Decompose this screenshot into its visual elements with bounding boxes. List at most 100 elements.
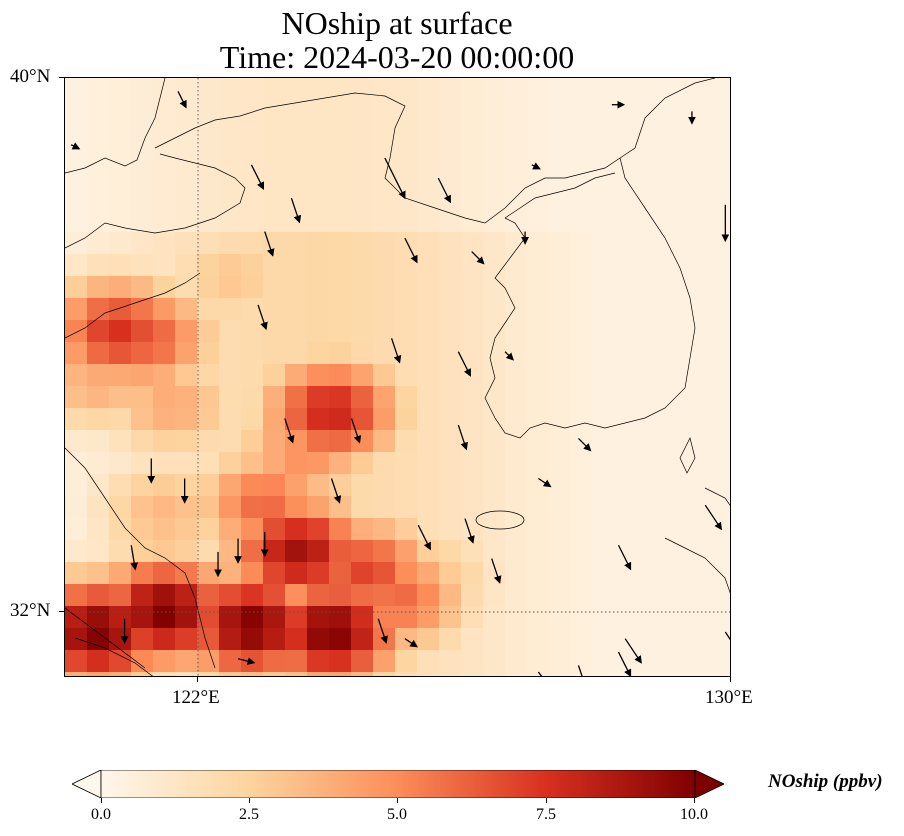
field-cell	[703, 650, 726, 673]
field-cell	[461, 452, 484, 475]
field-cell	[351, 364, 374, 387]
field-cell	[681, 562, 704, 585]
field-cell	[329, 364, 352, 387]
field-cell	[219, 562, 242, 585]
field-cell	[659, 78, 682, 101]
field-cell	[571, 474, 594, 497]
field-cell	[461, 606, 484, 629]
field-cell	[549, 188, 572, 211]
field-cell	[109, 474, 132, 497]
field-cell	[461, 474, 484, 497]
field-cell	[153, 320, 176, 343]
field-cell	[175, 276, 198, 299]
field-cell	[593, 452, 616, 475]
field-cell	[131, 276, 154, 299]
field-cell	[197, 650, 220, 673]
field-cell	[681, 298, 704, 321]
field-cell	[241, 188, 264, 211]
wind-vector	[384, 157, 406, 200]
field-cell	[637, 320, 660, 343]
field-cell	[373, 606, 396, 629]
field-cell	[703, 144, 726, 167]
cb-tick-2	[397, 798, 398, 803]
field-cell	[175, 606, 198, 629]
field-cell	[373, 232, 396, 255]
field-cell	[65, 210, 88, 233]
cb-tick-3	[546, 798, 547, 803]
field-cell	[505, 254, 528, 277]
coastline-liaodong	[154, 92, 621, 224]
field-cell	[263, 276, 286, 299]
field-cell	[659, 672, 682, 676]
field-cell	[417, 408, 440, 431]
field-cell	[87, 518, 110, 541]
field-cell	[659, 100, 682, 123]
field-cell	[571, 144, 594, 167]
field-cell	[329, 474, 352, 497]
field-cell	[351, 144, 374, 167]
field-cell	[593, 210, 616, 233]
field-cell	[395, 562, 418, 585]
field-cell	[527, 430, 550, 453]
field-cell	[109, 188, 132, 211]
field-cell	[241, 628, 264, 651]
field-cell	[593, 518, 616, 541]
field-cell	[373, 672, 396, 676]
field-cell	[439, 298, 462, 321]
field-cell	[219, 518, 242, 541]
field-cell	[65, 408, 88, 431]
wind-vector	[578, 437, 592, 452]
field-cell	[197, 122, 220, 145]
field-cell	[285, 78, 308, 101]
field-cell	[549, 364, 572, 387]
cb-tick-label-2: 5.0	[387, 806, 407, 823]
field-cell	[131, 650, 154, 673]
field-cell	[571, 188, 594, 211]
field-cell	[395, 452, 418, 475]
field-cell	[725, 606, 730, 629]
field-cell	[703, 254, 726, 277]
field-cell	[373, 144, 396, 167]
field-cell	[109, 210, 132, 233]
field-cell	[725, 474, 730, 497]
field-cell	[549, 452, 572, 475]
field-cell	[417, 210, 440, 233]
field-cell	[153, 628, 176, 651]
cb-tick-label-4: 10.0	[680, 806, 708, 823]
field-cell	[637, 122, 660, 145]
field-cell	[241, 606, 264, 629]
field-cell	[351, 342, 374, 365]
field-cell	[659, 166, 682, 189]
wind-vector	[390, 338, 402, 364]
wind-vector	[617, 651, 632, 676]
field-cell	[329, 386, 352, 409]
field-cell	[241, 342, 264, 365]
field-cell	[395, 672, 418, 676]
field-cell	[505, 320, 528, 343]
field-cell	[439, 166, 462, 189]
field-cell	[417, 364, 440, 387]
field-cell	[725, 628, 730, 651]
field-cell	[197, 364, 220, 387]
field-cell	[571, 210, 594, 233]
field-cell	[725, 144, 730, 167]
field-cell	[263, 122, 286, 145]
field-cell	[615, 518, 638, 541]
field-cell	[703, 166, 726, 189]
field-cell	[241, 298, 264, 321]
concentration-field	[65, 78, 730, 676]
field-cell	[219, 452, 242, 475]
field-cell	[351, 606, 374, 629]
field-cell	[439, 276, 462, 299]
field-cell	[703, 386, 726, 409]
field-cell	[549, 562, 572, 585]
field-cell	[109, 386, 132, 409]
field-cell	[285, 276, 308, 299]
field-cell	[131, 606, 154, 629]
colorbar-label: NOship (ppbv)	[768, 771, 883, 792]
field-cell	[571, 430, 594, 453]
field-cell	[571, 100, 594, 123]
field-cell	[175, 430, 198, 453]
field-cell	[659, 188, 682, 211]
field-cell	[329, 606, 352, 629]
